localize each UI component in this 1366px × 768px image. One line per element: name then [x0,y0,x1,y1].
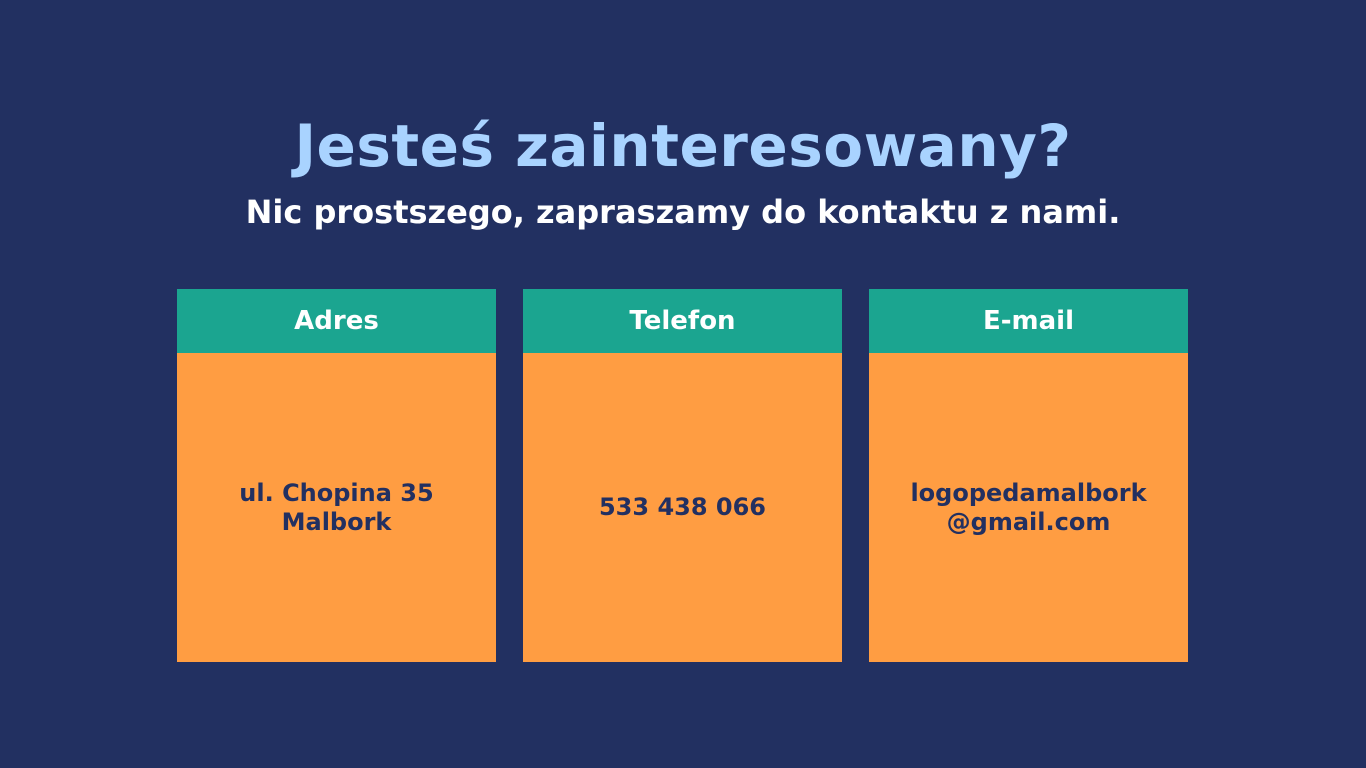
email-card-header: E-mail [869,289,1188,353]
address-card-body: ul. Chopina 35 Malbork [177,353,496,662]
address-card: Adres ul. Chopina 35 Malbork [177,289,496,662]
page-subtitle: Nic prostszego, zapraszamy do kontaktu z… [245,193,1121,231]
address-city: Malbork [281,507,392,536]
address-card-header: Adres [177,289,496,353]
page-title: Jesteś zainteresowany? [294,112,1072,180]
address-street: ul. Chopina 35 [239,478,434,507]
email-domain[interactable]: @gmail.com [946,507,1111,536]
email-card-body: logopedamalbork @gmail.com [869,353,1188,662]
phone-card: Telefon 533 438 066 [523,289,842,662]
email-user[interactable]: logopedamalbork [910,478,1147,507]
email-card: E-mail logopedamalbork @gmail.com [869,289,1188,662]
phone-number[interactable]: 533 438 066 [598,493,766,521]
phone-card-body: 533 438 066 [523,353,842,662]
phone-card-header: Telefon [523,289,842,353]
